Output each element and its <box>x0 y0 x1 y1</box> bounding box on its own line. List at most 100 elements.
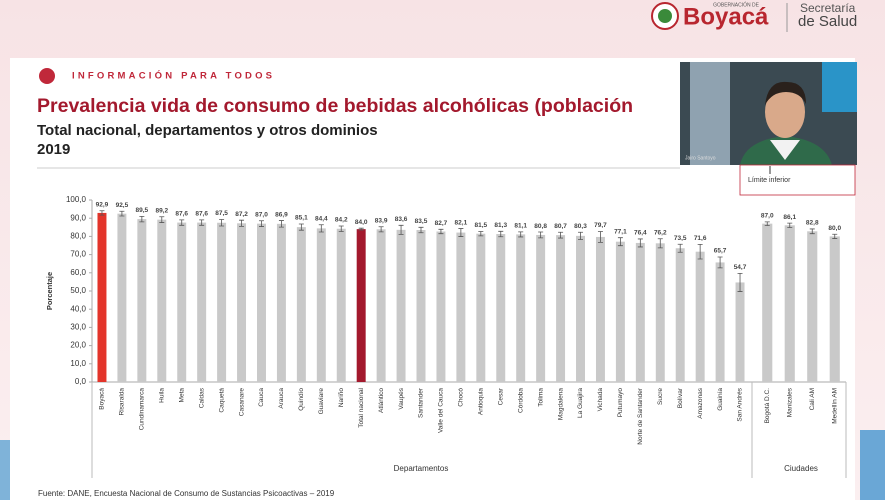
bar <box>97 212 107 382</box>
error-bar <box>717 256 723 269</box>
x-tick-label: Guainía <box>717 388 724 411</box>
x-tick-label: Antioquia <box>478 388 485 415</box>
bar <box>356 229 366 382</box>
logo-name: Boyacá <box>683 3 769 30</box>
value-label: 89,5 <box>136 207 149 214</box>
x-tick-label: Valle del Cauca <box>438 388 445 433</box>
legend-box <box>739 164 856 196</box>
error-bar <box>438 228 444 235</box>
x-tick-label: Santander <box>418 387 425 418</box>
value-label: 92,9 <box>96 201 109 208</box>
corner-decor <box>0 440 12 500</box>
value-label: 83,5 <box>415 218 428 225</box>
bar <box>762 223 773 382</box>
x-tick-label: Manizales <box>786 387 793 417</box>
group-label: Ciudades <box>784 464 818 473</box>
value-label: 76,4 <box>634 230 647 237</box>
y-tick-label: 60,0 <box>70 268 86 277</box>
bar <box>476 233 486 382</box>
x-tick-label: Cali AM <box>809 388 816 410</box>
y-tick-label: 0,0 <box>75 377 87 386</box>
error-bar <box>498 230 504 238</box>
plot: 0,0 10,0 20,0 30,0 40,0 50,0 60,0 70,0 80,0 90,0 1… <box>66 195 847 478</box>
x-tick-label: Córdoba <box>517 388 524 413</box>
value-label: 86,9 <box>275 211 288 218</box>
chart-year: 2019 <box>37 141 70 158</box>
bar <box>735 282 745 382</box>
x-tick-label: Putumayo <box>617 388 624 418</box>
error-bar <box>458 228 464 237</box>
value-label: 87,2 <box>235 211 248 218</box>
webcam-person <box>765 81 806 105</box>
error-bar <box>832 233 838 239</box>
x-tick-label: Cundinamarca <box>139 388 146 431</box>
bar <box>456 232 466 382</box>
group-label: Departamentos <box>394 464 449 473</box>
error-bar <box>657 238 663 249</box>
webcam-window <box>690 62 730 165</box>
webcam-window <box>822 62 857 112</box>
x-tick-label: Magdalena <box>557 388 564 421</box>
bar <box>217 222 227 382</box>
x-tick-label: Vichada <box>597 388 604 412</box>
value-label: 87,6 <box>175 211 188 218</box>
bar <box>416 230 426 382</box>
value-label: 81,1 <box>514 223 527 230</box>
value-label: 79,7 <box>594 222 607 229</box>
error-bar <box>478 231 484 237</box>
logo-dept: Secretaría <box>800 1 856 15</box>
x-tick-label: Total nacional <box>358 387 365 427</box>
error-bar <box>258 220 264 227</box>
value-label: 92,5 <box>116 202 129 209</box>
x-tick-label: Tolima <box>537 388 544 407</box>
x-tick-label: Risaralda <box>119 388 126 416</box>
x-tick-label: Chocó <box>458 388 465 407</box>
y-tick-label: 70,0 <box>70 250 86 259</box>
error-bar <box>518 231 524 238</box>
bar <box>655 243 665 382</box>
value-label: 87,6 <box>195 211 208 218</box>
error-bar <box>119 210 125 217</box>
error-bar <box>737 272 743 292</box>
error-bar <box>99 210 105 216</box>
error-bar <box>139 215 145 223</box>
bar <box>635 242 645 382</box>
x-tick-label: Cauca <box>258 388 265 407</box>
bar <box>715 262 725 382</box>
x-tick-label: Bolívar <box>677 387 684 408</box>
error-bar <box>199 219 205 226</box>
error-bar <box>637 238 643 248</box>
bar <box>576 235 586 382</box>
y-tick-label: 50,0 <box>70 286 86 295</box>
y-tick-label: 100,0 <box>66 195 87 204</box>
error-bar <box>677 243 683 253</box>
error-bar <box>578 231 584 240</box>
legend-snippet: Límite inferior <box>748 177 791 184</box>
error-bar <box>558 231 564 239</box>
y-axis-label: Porcentaje <box>45 272 54 310</box>
value-label: 82,8 <box>806 220 819 227</box>
y-tick-label: 20,0 <box>70 341 86 350</box>
bar <box>117 213 127 382</box>
value-label: 85,1 <box>295 215 308 222</box>
value-label: 89,2 <box>155 207 168 214</box>
y-tick-label: 10,0 <box>70 359 86 368</box>
source: Fuente: DANE, Encuesta Nacional de Consu… <box>38 489 335 498</box>
bar <box>296 227 306 382</box>
x-tick-label: Huila <box>159 388 166 403</box>
x-tick-label: Caquetá <box>218 388 225 413</box>
bar <box>675 248 685 382</box>
bar <box>237 223 247 382</box>
error-bar <box>239 219 245 227</box>
x-tick-label: San Andrés <box>737 387 744 421</box>
x-tick-label: Amazonas <box>697 387 704 418</box>
chart-title: Prevalencia vida de consumo de bebidas a… <box>37 95 633 117</box>
value-label: 87,0 <box>761 213 774 220</box>
y-tick-label: 40,0 <box>70 304 86 313</box>
error-bar <box>278 220 284 228</box>
logo-dept: de Salud <box>798 13 857 30</box>
bar <box>177 222 187 382</box>
error-bar <box>398 224 404 235</box>
x-tick-label: Atlántico <box>378 388 385 413</box>
bar <box>829 236 840 382</box>
